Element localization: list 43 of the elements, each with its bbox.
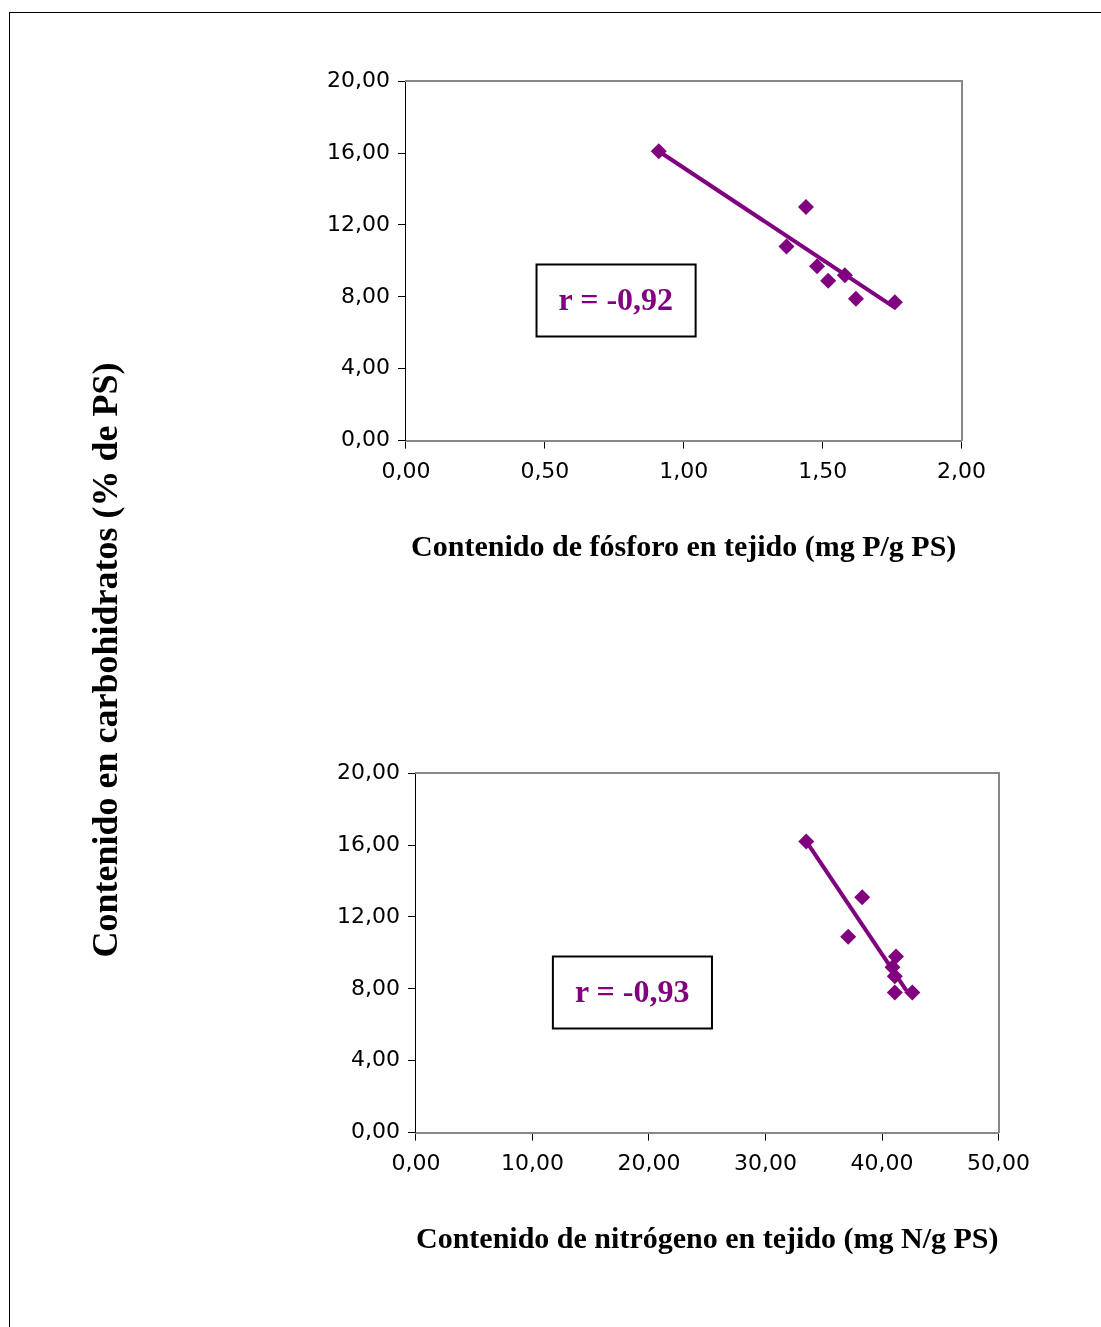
point <box>836 267 853 284</box>
x-tick-label: 1,50 <box>798 457 848 483</box>
point <box>809 258 826 275</box>
y-tick-label: 0,00 <box>351 1118 400 1144</box>
y-tick-label: 16,00 <box>327 138 390 164</box>
y-tick-label: 8,00 <box>341 282 390 308</box>
point <box>886 294 903 311</box>
y-tick-label: 20,00 <box>337 758 400 784</box>
x-tick-label: 0,00 <box>381 457 431 483</box>
y-tick-label: 4,00 <box>341 354 390 380</box>
y-tick-label: 8,00 <box>351 974 400 1000</box>
point <box>650 143 667 160</box>
point <box>886 968 903 985</box>
x-tick-label: 40,00 <box>850 1149 914 1175</box>
x-tick-label: 0,50 <box>520 457 570 483</box>
point <box>798 833 815 850</box>
x-axis-title: Contenido de nitrógeno en tejido (mg N/g PS) <box>416 1220 999 1255</box>
y-tick-label: 12,00 <box>327 210 390 236</box>
x-tick-label: 50,00 <box>967 1149 1030 1175</box>
x-axis-title: Contenido de fósforo en tejido (mg P/g PS) <box>411 528 957 563</box>
annotation: r = -0,93 <box>574 972 690 1009</box>
point <box>847 290 864 307</box>
x-tick-label: 30,00 <box>734 1149 797 1175</box>
y-axis-title: Contenido en carbohidratos (% de PS) <box>84 362 126 958</box>
x-tick-label: 0,00 <box>391 1149 441 1175</box>
point <box>904 984 921 1001</box>
point <box>886 984 903 1001</box>
x-tick-label: 1,00 <box>659 457 709 483</box>
point <box>820 272 837 289</box>
x-tick-label: 2,00 <box>937 457 986 483</box>
x-tick-label: 20,00 <box>617 1149 681 1175</box>
point <box>887 948 904 965</box>
point <box>854 889 871 906</box>
point <box>840 928 857 945</box>
y-tick-label: 16,00 <box>337 830 400 856</box>
y-tick-label: 20,00 <box>327 66 390 92</box>
annotation: r = -0,92 <box>558 280 674 317</box>
x-tick-label: 10,00 <box>500 1149 564 1175</box>
y-tick-label: 4,00 <box>351 1046 400 1072</box>
y-tick-label: 0,00 <box>341 426 390 452</box>
point <box>797 198 814 215</box>
y-tick-label: 12,00 <box>337 902 400 928</box>
point <box>778 238 795 255</box>
